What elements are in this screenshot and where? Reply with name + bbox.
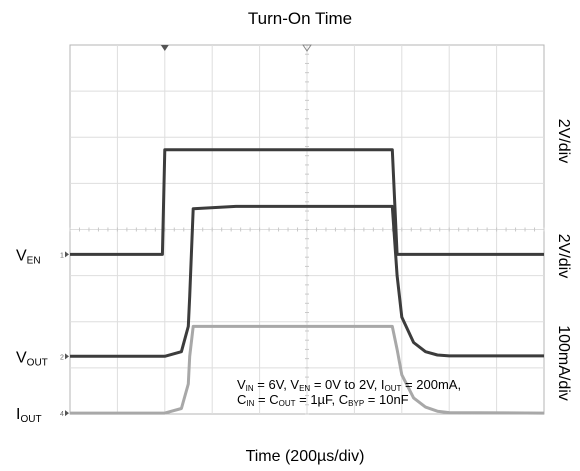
channel-label-main: V xyxy=(16,247,27,264)
channel-label: VOUT xyxy=(16,349,48,368)
center-marker xyxy=(302,44,312,52)
traces xyxy=(70,148,545,415)
annotation-text: = 6V, V xyxy=(254,377,300,392)
trace-channel-1 xyxy=(70,148,544,256)
scale-label: 2V/div xyxy=(555,234,572,278)
trace-channel-2 xyxy=(70,204,544,358)
annotation-subscript: OUT xyxy=(279,399,296,408)
trace-channel-3 xyxy=(70,324,545,415)
channel-label-sub: OUT xyxy=(20,414,41,425)
annotation-text: = 1µF, C xyxy=(296,392,349,407)
channel-label-sub: OUT xyxy=(27,357,48,368)
channel-label-sub: EN xyxy=(27,255,41,266)
scale-label: 2V/div xyxy=(555,119,572,163)
trigger-position-marker xyxy=(160,45,169,51)
x-axis-label: Time (200µs/div) xyxy=(246,448,365,465)
annotation-text: = 10nF xyxy=(364,392,409,407)
annotation-text: = C xyxy=(254,392,278,407)
channel-label: VEN xyxy=(16,247,41,266)
annotation-text: C xyxy=(237,392,246,407)
scale-labels: 2V/div 2V/div 100mA/div xyxy=(555,119,572,401)
channel-label-main: I xyxy=(16,406,20,423)
channel-label-main: V xyxy=(16,349,27,366)
annotation-subscript: EN xyxy=(299,384,310,393)
channel-level-arrow xyxy=(65,251,69,258)
chart-title: Turn-On Time xyxy=(248,9,352,28)
scope-grid xyxy=(69,44,545,415)
channel-label: IOUT xyxy=(16,406,42,425)
channel-level-arrow xyxy=(65,353,69,360)
annotation-text: V xyxy=(237,377,246,392)
conditions-line-2: CIN = COUT = 1µF, CBYP = 10nF xyxy=(237,392,409,408)
annotation-subscript: IN xyxy=(246,384,254,393)
channel-marker: 4 xyxy=(60,411,64,418)
annotation-subscript: BYP xyxy=(348,399,364,408)
annotation-text: = 0V to 2V, I xyxy=(310,377,384,392)
conditions-line-1: VIN = 6V, VEN = 0V to 2V, IOUT = 200mA, xyxy=(237,377,461,393)
channel-level-arrow xyxy=(65,410,69,417)
annotation-subscript: OUT xyxy=(385,384,402,393)
channel-marker: 2 xyxy=(60,354,64,361)
scale-label: 100mA/div xyxy=(555,325,572,401)
annotation-subscript: IN xyxy=(246,399,254,408)
channel-marker: 1 xyxy=(60,252,64,259)
annotation-text: = 200mA, xyxy=(401,377,461,392)
